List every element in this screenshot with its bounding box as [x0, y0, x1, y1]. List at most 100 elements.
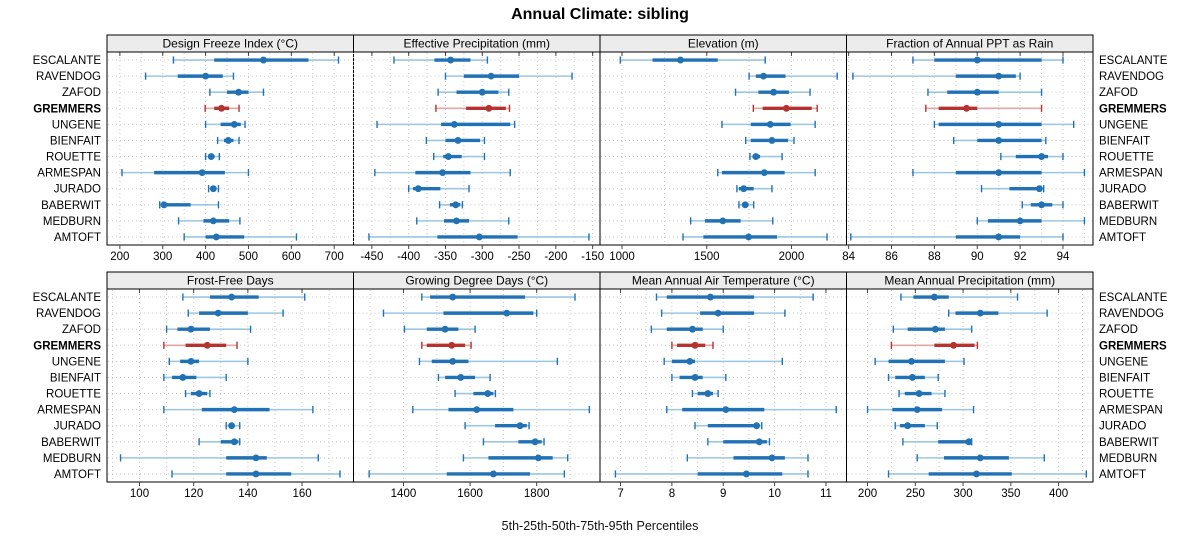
axis-tick-label: -400 [397, 251, 420, 263]
median-dot [691, 341, 699, 349]
percentile-interval-amtoft [368, 233, 590, 241]
percentile-interval-zafod [437, 88, 510, 96]
percentile-interval-escalante [619, 56, 766, 64]
percentile-interval-rouette [691, 389, 719, 398]
median-dot [252, 454, 260, 462]
median-dot [753, 422, 761, 430]
site-label-left-amtoft: AMTOFT [54, 469, 101, 481]
percentile-interval-amtoft [614, 470, 809, 478]
median-dot [490, 470, 497, 478]
median-dot [973, 470, 980, 478]
site-label-right-jurado: JURADO [1099, 421, 1146, 433]
percentile-interval-jurado [894, 422, 938, 430]
axis-tick-label: 9 [720, 488, 726, 500]
median-dot [913, 406, 921, 414]
panel-strip-title: Growing Degree Days (°C) [405, 274, 548, 288]
median-dot [534, 454, 542, 462]
percentile-interval-amtoft [183, 233, 298, 241]
percentile-interval-bienfait [216, 136, 240, 145]
site-label-left-ungene: UNGENE [52, 356, 102, 368]
axis-tick-label: 200 [858, 488, 877, 500]
axis-tick-label: 300 [153, 251, 172, 263]
percentile-interval-amtoft [887, 470, 1088, 478]
percentile-interval-ungene [933, 120, 1075, 128]
median-dot [475, 233, 483, 241]
percentile-interval-medburn [416, 217, 510, 225]
site-label-left-escalante: ESCALANTE [33, 55, 102, 67]
median-dot [224, 137, 232, 144]
panel-effective-precipitation-mm: -450 -400 -350 -300 -250 -200 -150 Effective Pr… [353, 34, 604, 263]
axis-tick-label: 1800 [524, 488, 550, 500]
panel-strip-title: Effective Precipitation (mm) [404, 37, 551, 51]
median-dot [214, 309, 222, 317]
site-label-left-baberwit: BABERWIT [41, 200, 101, 212]
percentile-interval-gremmers [421, 341, 472, 349]
median-dot [915, 390, 923, 397]
site-label-left-bienfait: BIENFAIT [50, 372, 101, 384]
percentile-interval-ravendog [748, 72, 838, 80]
site-label-right-zafod: ZAFOD [1099, 87, 1138, 99]
percentile-interval-gremmers [163, 341, 238, 349]
median-dot [447, 56, 455, 64]
median-dot [995, 72, 1003, 80]
median-dot [782, 104, 790, 112]
median-dot [457, 374, 465, 381]
percentile-interval-ungene [663, 357, 784, 365]
percentile-interval-jurado [225, 422, 241, 430]
percentile-interval-baberwit [159, 201, 220, 209]
percentile-interval-ravendog [144, 72, 235, 80]
axis-tick-label: 350 [1001, 488, 1020, 500]
percentile-interval-rouette [1000, 152, 1064, 161]
site-label-left-jurado: JURADO [54, 184, 101, 196]
axis-tick-label: 200 [110, 251, 129, 263]
median-dot [909, 374, 916, 381]
panel-strip-title: Fraction of Annual PPT as Rain [886, 37, 1053, 51]
site-label-right-baberwit: BABERWIT [1099, 200, 1159, 212]
median-dot [768, 454, 776, 462]
axis-tick-label: 11 [820, 488, 832, 500]
percentile-interval-medburn [689, 217, 774, 225]
panel-frame [599, 288, 847, 483]
axis-tick-label: 90 [971, 251, 984, 263]
median-dot [478, 88, 486, 96]
percentile-interval-zafod [165, 325, 252, 333]
percentile-interval-gremmers [925, 104, 1043, 112]
site-label-left-zafod: ZAFOD [62, 87, 101, 99]
percentile-interval-zafod [734, 88, 811, 96]
percentile-interval-ungene [418, 357, 559, 365]
median-dot [516, 422, 524, 430]
axis-tick-label: 400 [196, 251, 215, 263]
median-dot [485, 104, 493, 112]
x-axis-caption: 5th-25th-50th-75th-95th Percentiles [501, 519, 699, 533]
percentile-interval-zafod [927, 88, 1043, 96]
percentile-interval-baberwit [738, 201, 755, 209]
percentile-interval-rouette [433, 152, 486, 161]
percentile-interval-bienfait [425, 136, 486, 145]
site-label-left-rouette: ROUETTE [46, 152, 101, 164]
site-label-right-rouette: ROUETTE [1099, 152, 1154, 164]
axis-tick-label: 400 [1049, 488, 1068, 500]
median-dot [770, 88, 778, 96]
axis-tick-label: 1000 [609, 251, 635, 263]
site-label-right-jurado: JURADO [1099, 184, 1146, 196]
median-dot [973, 88, 981, 96]
panel-frame [106, 51, 354, 246]
median-dot [719, 217, 727, 225]
site-label-left-medburn: MEDBURN [43, 216, 101, 228]
percentile-interval-escalante [655, 293, 814, 301]
axis-tick-label: 1400 [391, 488, 417, 500]
median-dot [209, 217, 217, 225]
site-label-left-amtoft: AMTOFT [54, 232, 101, 244]
site-label-right-ungene: UNGENE [1099, 119, 1149, 131]
median-dot [976, 454, 984, 462]
panel-frame [353, 51, 601, 246]
percentile-interval-baberwit [1021, 201, 1064, 209]
panel-design-freeze-index-c: 200 300 400 500 600 700 Design Freeze Index (°… [106, 34, 354, 263]
percentile-interval-gremmers [204, 104, 240, 112]
axis-tick-label: 8 [669, 488, 675, 500]
median-dot [445, 153, 452, 160]
percentile-interval-ravendog [187, 309, 284, 317]
median-dot [768, 137, 776, 144]
percentile-interval-amtoft [682, 233, 828, 241]
